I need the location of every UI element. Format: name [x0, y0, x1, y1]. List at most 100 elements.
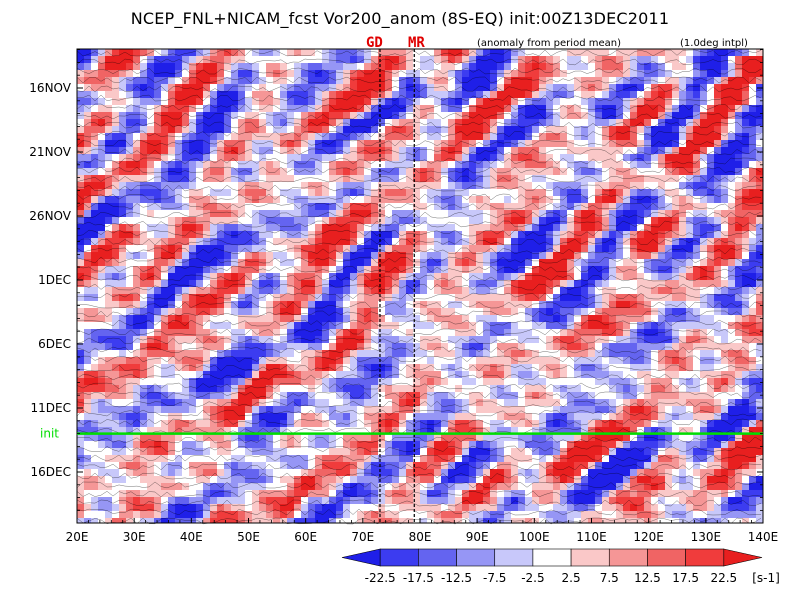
field-cell: [504, 168, 511, 175]
field-cell: [756, 119, 763, 126]
field-cell: [252, 224, 259, 231]
field-cell: [175, 217, 182, 224]
field-cell: [189, 350, 196, 357]
field-cell: [280, 322, 287, 329]
field-cell: [343, 49, 350, 56]
field-cell: [287, 98, 294, 105]
field-cell: [707, 392, 714, 399]
field-cell: [588, 378, 595, 385]
field-cell: [336, 63, 343, 70]
field-cell: [679, 322, 686, 329]
field-cell: [616, 91, 623, 98]
field-cell: [434, 231, 441, 238]
field-cell: [399, 280, 406, 287]
field-cell: [707, 385, 714, 392]
field-cell: [679, 112, 686, 119]
field-cell: [399, 154, 406, 161]
field-cell: [714, 336, 721, 343]
field-cell: [483, 133, 490, 140]
field-cell: [231, 357, 238, 364]
field-cell: [385, 119, 392, 126]
field-cell: [161, 245, 168, 252]
field-cell: [651, 371, 658, 378]
field-cell: [336, 49, 343, 56]
field-cell: [476, 343, 483, 350]
field-cell: [322, 371, 329, 378]
field-cell: [581, 182, 588, 189]
field-cell: [553, 189, 560, 196]
field-cell: [490, 294, 497, 301]
field-cell: [665, 203, 672, 210]
field-cell: [315, 322, 322, 329]
field-cell: [567, 210, 574, 217]
field-cell: [756, 378, 763, 385]
field-cell: [728, 98, 735, 105]
field-cell: [616, 119, 623, 126]
field-cell: [427, 336, 434, 343]
field-cell: [406, 259, 413, 266]
field-cell: [490, 371, 497, 378]
field-cell: [259, 224, 266, 231]
field-cell: [455, 224, 462, 231]
field-cell: [119, 140, 126, 147]
field-cell: [119, 203, 126, 210]
field-cell: [378, 238, 385, 245]
field-cell: [700, 245, 707, 252]
field-cell: [140, 154, 147, 161]
field-cell: [518, 119, 525, 126]
field-cell: [476, 238, 483, 245]
field-cell: [329, 385, 336, 392]
field-cell: [112, 399, 119, 406]
field-cell: [182, 301, 189, 308]
field-cell: [756, 294, 763, 301]
field-cell: [511, 329, 518, 336]
field-cell: [77, 231, 84, 238]
field-cell: [119, 56, 126, 63]
field-cell: [546, 329, 553, 336]
field-cell: [448, 238, 455, 245]
field-cell: [210, 280, 217, 287]
field-cell: [756, 357, 763, 364]
field-cell: [315, 364, 322, 371]
field-cell: [413, 175, 420, 182]
field-cell: [707, 378, 714, 385]
field-cell: [637, 224, 644, 231]
field-cell: [462, 399, 469, 406]
field-cell: [273, 196, 280, 203]
field-cell: [322, 175, 329, 182]
field-cell: [756, 273, 763, 280]
field-cell: [588, 133, 595, 140]
field-cell: [175, 252, 182, 259]
field-cell: [539, 238, 546, 245]
field-cell: [119, 119, 126, 126]
field-cell: [77, 203, 84, 210]
field-cell: [140, 315, 147, 322]
field-cell: [245, 196, 252, 203]
field-cell: [301, 126, 308, 133]
field-cell: [301, 287, 308, 294]
field-cell: [553, 392, 560, 399]
field-cell: [644, 329, 651, 336]
field-cell: [175, 329, 182, 336]
field-cell: [252, 196, 259, 203]
field-cell: [203, 308, 210, 315]
field-cell: [385, 182, 392, 189]
field-cell: [679, 168, 686, 175]
field-cell: [651, 238, 658, 245]
field-cell: [77, 315, 84, 322]
field-cell: [756, 98, 763, 105]
field-cell: [105, 147, 112, 154]
field-cell: [294, 245, 301, 252]
field-cell: [483, 315, 490, 322]
field-cell: [504, 343, 511, 350]
field-cell: [329, 371, 336, 378]
field-cell: [511, 49, 518, 56]
field-cell: [602, 252, 609, 259]
field-cell: [560, 63, 567, 70]
field-cell: [182, 63, 189, 70]
field-cell: [742, 112, 749, 119]
field-cell: [581, 350, 588, 357]
field-cell: [546, 217, 553, 224]
field-cell: [105, 392, 112, 399]
field-cell: [560, 49, 567, 56]
